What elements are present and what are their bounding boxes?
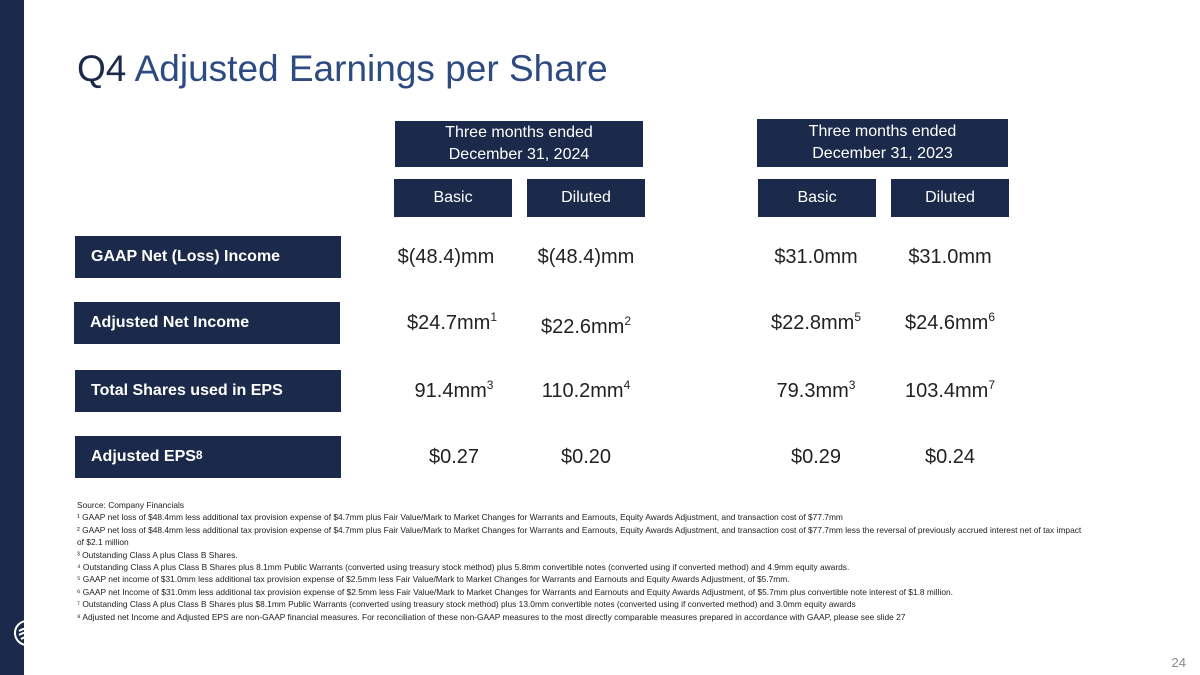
footnote-source: Source: Company Financials (77, 500, 185, 510)
table-cell: $(48.4)mm (397, 246, 495, 268)
company-logo-icon (14, 620, 40, 646)
table-cell: $22.6mm2 (540, 314, 632, 338)
table-cell: $31.0mm (908, 246, 992, 268)
footnote-2: ² GAAP net loss of $48.4mm less addition… (77, 524, 1082, 548)
table-cell: $0.27 (428, 446, 480, 468)
period-header-line1: Three months ended (445, 124, 593, 141)
footnote-7: ⁷ Outstanding Class A plus Class B Share… (77, 599, 856, 610)
title-prefix: Q4 (77, 48, 127, 89)
row-label-gaap-net-income: GAAP Net (Loss) Income (75, 236, 341, 278)
title-main: Adjusted Earnings per Share (134, 48, 608, 89)
left-sidebar-bar (0, 0, 24, 675)
table-cell: $0.29 (790, 446, 842, 468)
period-header-2023: Three months ended December 31, 2023 (757, 119, 1008, 167)
table-cell: $(48.4)mm (537, 246, 635, 268)
page-title: Q4 Adjusted Earnings per Share (77, 48, 608, 90)
footnote-4: ⁴ Outstanding Class A plus Class B Share… (77, 562, 850, 573)
period-header-2024: Three months ended December 31, 2024 (395, 121, 643, 167)
table-cell: 79.3mm3 (776, 378, 856, 402)
column-header-diluted-2024: Diluted (527, 179, 645, 217)
table-cell: $22.8mm5 (770, 310, 862, 334)
row-label-adjusted-net-income: Adjusted Net Income (74, 302, 340, 344)
table-cell: $0.20 (560, 446, 612, 468)
column-header-basic-2024: Basic (394, 179, 512, 217)
table-cell: 110.2mm4 (541, 378, 631, 402)
row-label-total-shares: Total Shares used in EPS (75, 370, 341, 412)
column-header-basic-2023: Basic (758, 179, 876, 217)
period-header-line2: December 31, 2024 (448, 146, 590, 163)
footnote-6: ⁶ GAAP net Income of $31.0mm less additi… (77, 586, 953, 597)
table-cell: $31.0mm (774, 246, 858, 268)
footnote-8: ⁸ Adjusted net Income and Adjusted EPS a… (77, 611, 906, 622)
footnote-ref: 8 (195, 448, 203, 462)
table-cell: $24.6mm6 (904, 310, 996, 334)
table-cell: 91.4mm3 (414, 378, 494, 402)
page-number: 24 (1171, 655, 1186, 670)
footnotes: Source: Company Financials ¹ GAAP net lo… (77, 499, 1087, 623)
footnote-5: ⁵ GAAP net income of $31.0mm less additi… (77, 574, 790, 585)
column-header-diluted-2023: Diluted (891, 179, 1009, 217)
period-header-line2: December 31, 2023 (812, 145, 953, 162)
footnote-1: ¹ GAAP net loss of $48.4mm less addition… (77, 512, 843, 523)
table-cell: $24.7mm1 (406, 310, 498, 334)
footnote-3: ³ Outstanding Class A plus Class B Share… (77, 549, 238, 560)
table-cell: $0.24 (924, 446, 976, 468)
table-cell: 103.4mm7 (904, 378, 996, 402)
row-label-adjusted-eps: Adjusted EPS 8 (75, 436, 341, 478)
period-header-line1: Three months ended (808, 123, 957, 140)
